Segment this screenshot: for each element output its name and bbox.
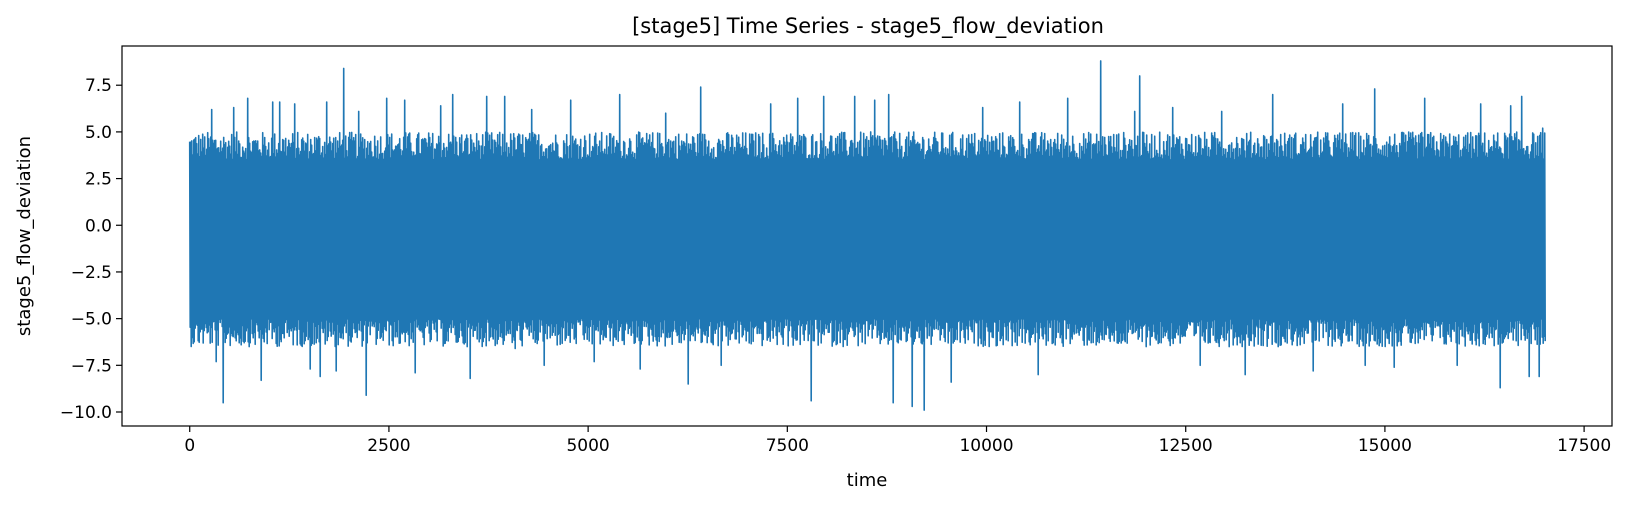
y-tick-label: −7.5: [71, 356, 112, 376]
x-tick-label: 10000: [959, 436, 1013, 456]
x-tick-label: 0: [184, 436, 195, 456]
y-tick-label: 7.5: [85, 76, 112, 96]
y-tick-label: −5.0: [71, 310, 112, 330]
x-axis-label: time: [847, 470, 888, 491]
x-tick-label: 5000: [566, 436, 609, 456]
series-line: [188, 60, 1546, 411]
x-axis: 0 2500 5000 7500 10000 12500 15000 17500: [184, 426, 1611, 456]
chart-title: [stage5] Time Series - stage5_flow_devia…: [632, 14, 1104, 39]
x-tick-label: 12500: [1159, 436, 1213, 456]
y-tick-label: 0.0: [85, 216, 112, 236]
series-path: [188, 60, 1546, 411]
x-tick-label: 2500: [367, 436, 410, 456]
x-tick-label: 17500: [1557, 436, 1611, 456]
x-tick-label: 7500: [766, 436, 809, 456]
y-axis: 7.5 5.0 2.5 0.0 −2.5 −5.0 −7.5 −10.0: [60, 76, 122, 423]
y-tick-label: 2.5: [85, 170, 112, 190]
plot-frame: [121, 45, 1613, 427]
plot-area: [121, 45, 1613, 427]
y-axis-label: stage5_flow_deviation: [14, 136, 35, 336]
x-tick-label: 15000: [1358, 436, 1412, 456]
y-tick-label: −10.0: [60, 403, 112, 423]
y-tick-label: 5.0: [85, 123, 112, 143]
y-tick-label: −2.5: [71, 263, 112, 283]
